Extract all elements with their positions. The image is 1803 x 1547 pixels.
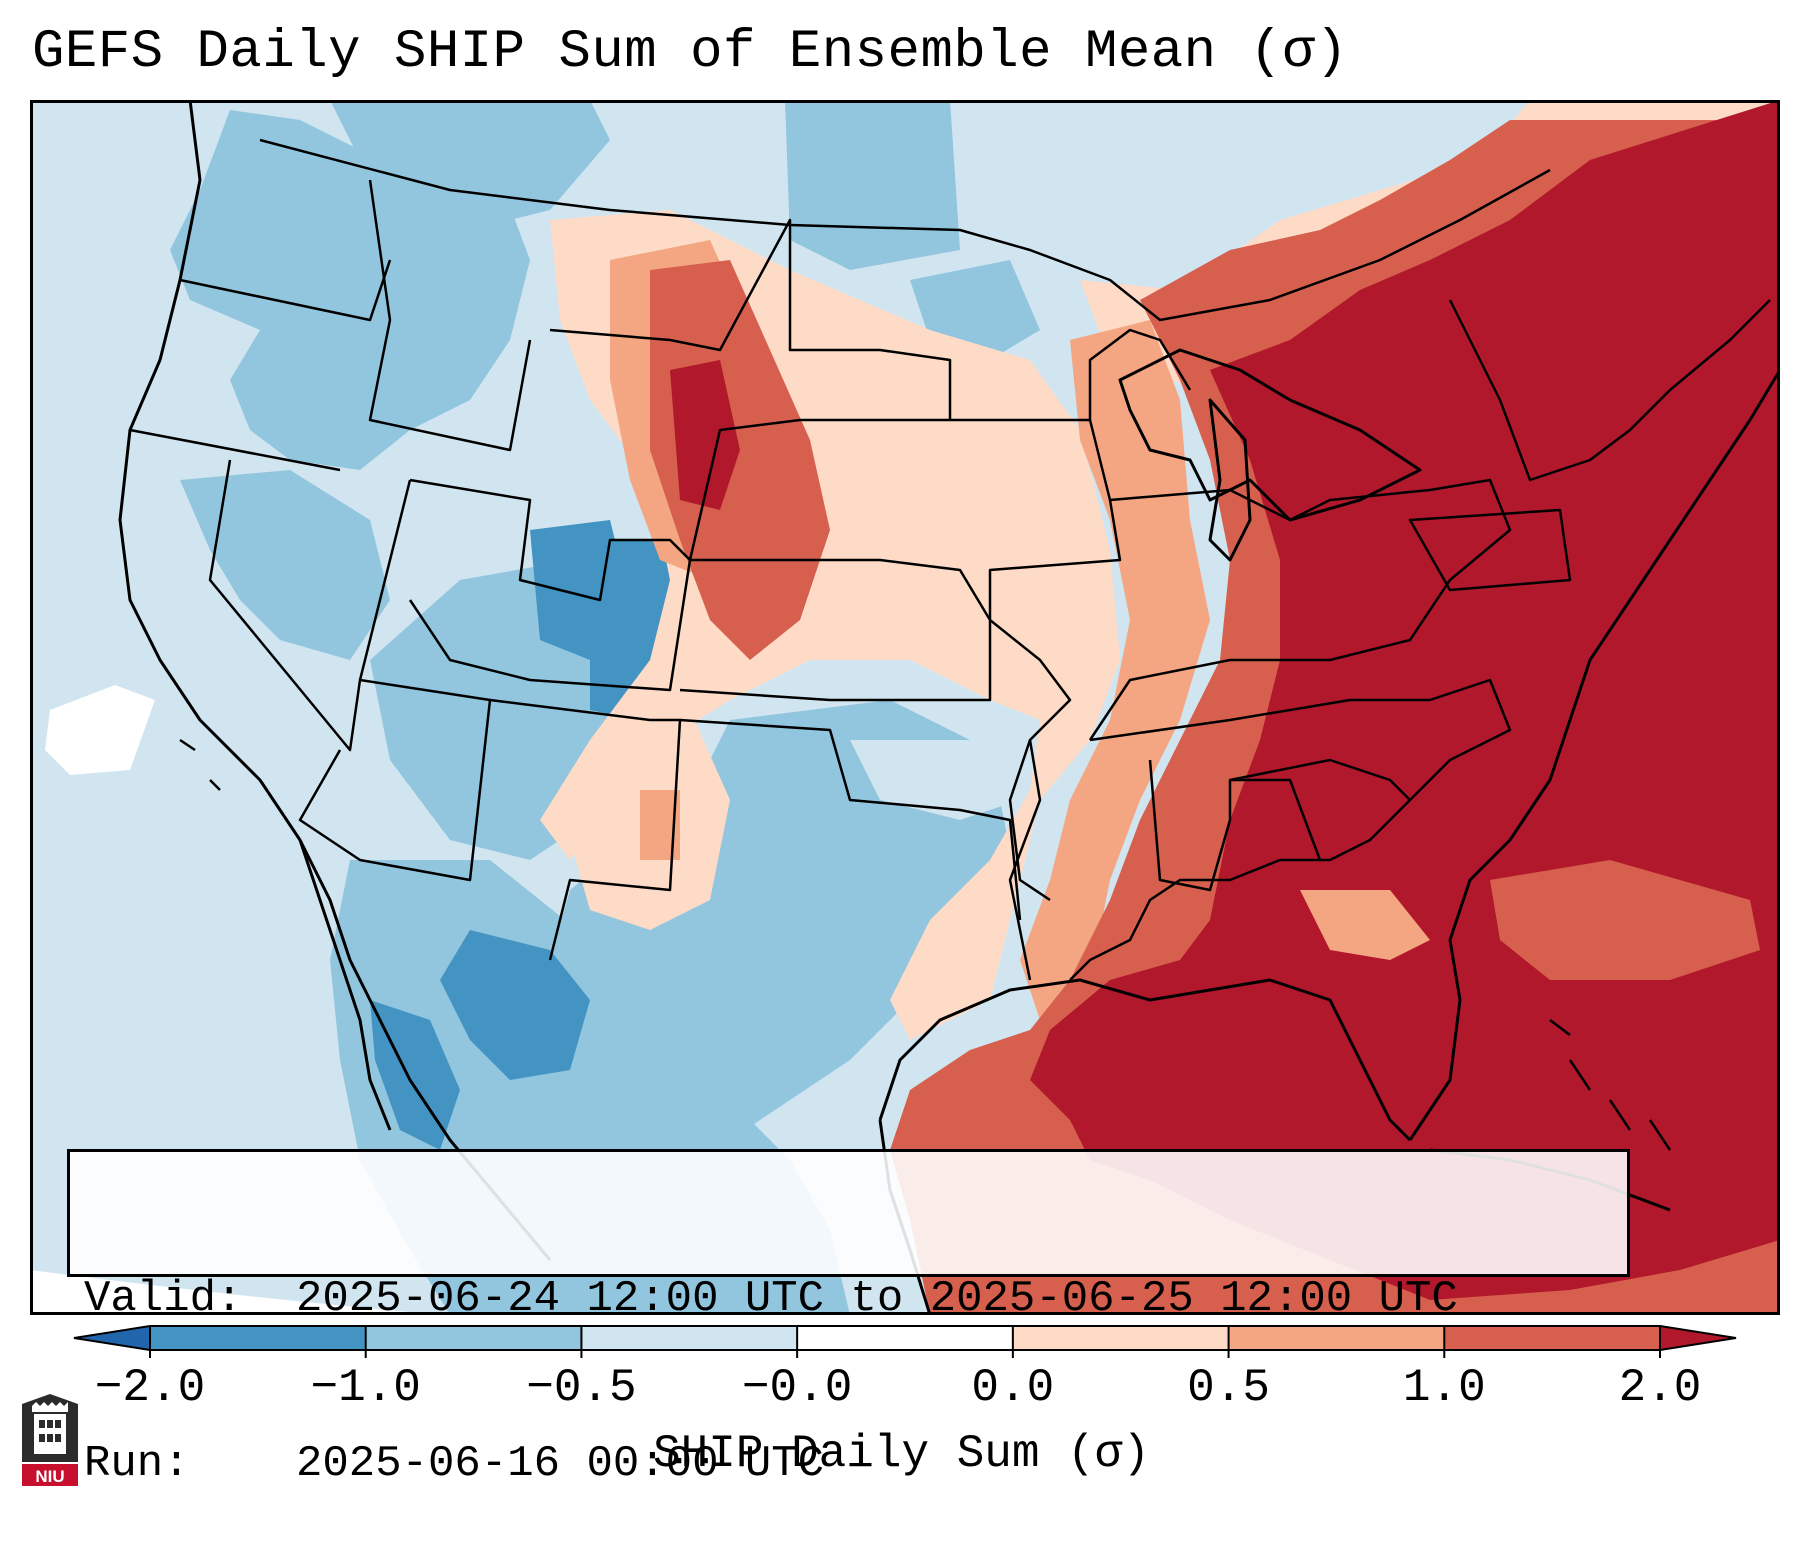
colorbar-tick-label: −2.0 [94,1362,206,1414]
great-lakes [1118,348,1422,522]
oregon-california [129,428,341,472]
colorbar [73,1325,1737,1358]
field-salmon-new-mexico [640,790,680,860]
colorbar-segment [1012,1326,1230,1350]
colorbar-tick-label: 0.5 [1187,1362,1270,1414]
field-blue-mexico-core [440,930,590,1080]
field-blue-dakota [785,100,960,270]
field-blue-great-basin [180,470,390,660]
colorbar-segment [1444,1326,1661,1350]
map-panel [30,100,1780,1315]
field-salmon-gulf-coast [1300,890,1430,960]
field-blue-montana-north [330,100,610,230]
logo-tower-windows [39,1420,61,1442]
colorbar-tick-label: 2.0 [1618,1362,1702,1414]
chart-title: GEFS Daily SHIP Sum of Ensemble Mean (σ) [32,22,1349,83]
field-red-atlantic-patch [1490,860,1760,980]
mississippi-river [1008,739,1042,981]
run-label: Run: [84,1439,190,1489]
colorbar-label: SHIP Daily Sum (σ) [653,1428,1150,1480]
niu-logo: NIU [22,1394,78,1486]
colorbar-segment [797,1326,1014,1350]
colorbar-tick-label: −0.5 [526,1362,637,1414]
southeast [1069,678,1512,981]
midwest-east [1088,478,1512,741]
white-patch-pacific [45,685,155,775]
colorbar-tick-label: −0.0 [741,1362,853,1414]
canada-border [259,138,1551,322]
field-blue-sierra-madre [370,1000,460,1150]
logo-battlements [32,1402,68,1412]
michigan-wisconsin [1088,328,1192,420]
utah-colorado [408,478,692,692]
florida [1408,369,1780,1141]
logo-text: NIU [35,1467,64,1486]
colorbar-segment [365,1326,582,1350]
projection-edge [30,1270,444,1315]
baja [298,839,392,1131]
colorbar-segment [150,1326,367,1350]
texas-oklahoma [679,718,1022,921]
arizona-new-mexico [298,678,492,882]
nevada [208,459,412,752]
field-darkred-rockies [670,360,740,510]
lake-michigan [1208,398,1252,562]
gulf-coast [878,978,1412,1142]
run-value: 2025-06-16 00:00 UTC [296,1439,825,1489]
islands [179,738,1672,1151]
pennsylvania [1408,508,1572,592]
logo-banner [22,1464,78,1486]
carolinas [1229,758,1411,801]
bahamas [1549,1019,1672,1151]
map-frame [30,100,1780,1315]
alabama-georgia [1148,759,1322,892]
valid-label: Valid: [84,1274,243,1324]
iowa-missouri [950,418,1122,902]
idaho-montana [368,179,532,452]
colorbar-segment [1228,1326,1445,1350]
northeast [1448,299,1771,482]
colorbar-tick-label: 1.0 [1402,1362,1486,1414]
field-blue-oklahoma [850,740,1020,820]
state-borders [129,138,1771,981]
colorbar-extend-low [74,1326,150,1350]
colorbar-tick-label: 0.0 [971,1362,1055,1414]
wyoming-dakotas [549,218,952,561]
field-blue-texas [550,700,1010,1140]
new-mexico-texas [489,698,682,961]
colorbar-extend-high [1660,1326,1736,1350]
info-box: Valid: 2025-06-24 12:00 UTC to 2025-06-25… [67,1149,1630,1489]
colorbar-segment [581,1326,798,1350]
colorbar-tick-label: −1.0 [310,1362,421,1414]
valid-value: 2025-06-24 12:00 UTC to 2025-06-25 12:00… [296,1274,1458,1324]
channel-islands [179,738,221,791]
west-coast [118,100,552,1261]
